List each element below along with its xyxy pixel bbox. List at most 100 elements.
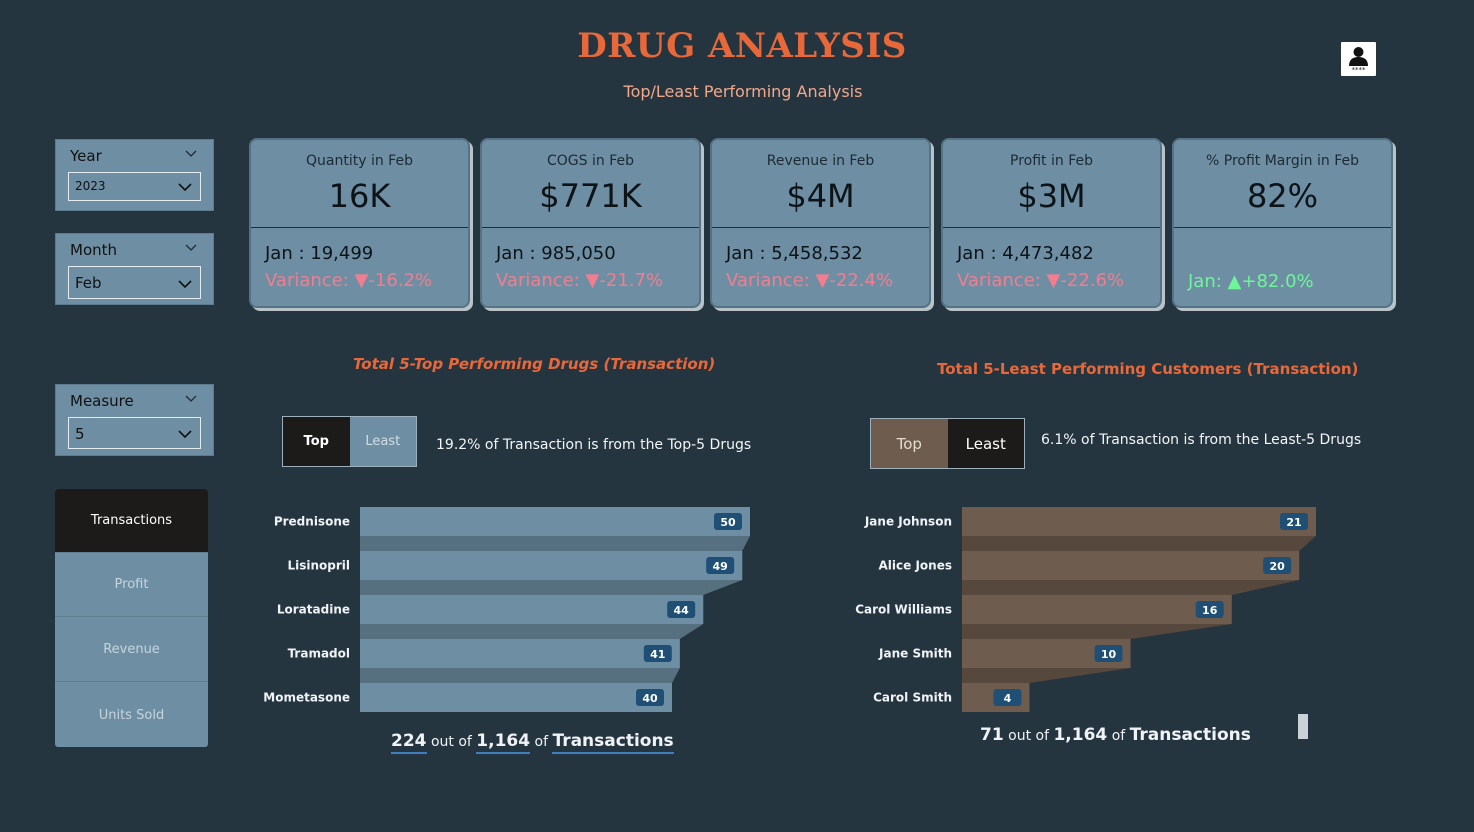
chevron-down-icon[interactable] — [185, 392, 197, 404]
left-total-of: of — [534, 734, 549, 750]
kpi-variance: Variance: ▼-21.7% — [496, 270, 663, 291]
kpi-value: 82% — [1246, 177, 1319, 215]
kpi-title: % Profit Margin in Feb — [1206, 153, 1359, 169]
triangle-down-icon: ▼ — [815, 270, 830, 291]
category-label: Carol Williams — [855, 603, 952, 617]
left-share-note: 19.2% of Transaction is from the Top-5 D… — [436, 437, 752, 453]
measure-dropdown[interactable]: 5 — [68, 417, 201, 449]
chevron-down-icon — [178, 430, 192, 439]
nav-revenue-button[interactable]: Revenue — [55, 618, 208, 682]
data-label: 50 — [720, 516, 736, 529]
data-label-badge — [667, 601, 696, 618]
right-total-grand: 1,164 — [1053, 725, 1108, 745]
kpi-value: $771K — [539, 177, 642, 215]
chevron-down-icon — [178, 280, 192, 289]
kpi-divider — [943, 227, 1160, 228]
data-label-badge — [706, 557, 735, 574]
data-label: 20 — [1269, 560, 1285, 573]
month-slicer[interactable]: Month Feb — [55, 233, 214, 305]
category-label: Lisinopril — [287, 559, 350, 573]
right-top-button[interactable]: Top — [871, 419, 948, 468]
kpi-previous: Jan : 5,458,532 — [726, 243, 863, 264]
left-total-out-of: out of — [430, 734, 472, 750]
category-label: Alice Jones — [879, 559, 952, 573]
kpi-variance-value: -22.6% — [1060, 270, 1125, 291]
measure-navigation: Transactions Profit Revenue Units Sold — [55, 489, 208, 747]
kpi-card: Revenue in Feb $4M Jan : 5,458,532 Variance… — [710, 138, 931, 308]
nav-transactions-button[interactable]: Transactions — [55, 489, 208, 553]
category-label: Carol Smith — [873, 691, 952, 705]
kpi-card: Quantity in Feb 16K Jan : 19,499 Variance: … — [249, 138, 470, 308]
kpi-variance-label: Variance: — [496, 270, 586, 291]
bar[interactable] — [962, 595, 1232, 624]
data-label-badge — [1263, 557, 1292, 574]
right-total-measure: Transactions — [1129, 725, 1251, 745]
bar[interactable] — [360, 639, 680, 668]
data-label-badge — [636, 689, 664, 706]
top-drugs-bar-chart: Prednisone 50 Lisinopril 49 Loratadine 44 Tram… — [263, 507, 750, 712]
chevron-down-icon — [178, 183, 192, 192]
year-value: 2023 — [75, 179, 106, 193]
month-slicer-label: Month — [70, 241, 118, 259]
chevron-down-icon[interactable] — [185, 241, 197, 253]
kpi-variance-value: -22.4% — [829, 270, 894, 291]
left-top-button[interactable]: Top — [283, 417, 350, 466]
year-slicer[interactable]: Year 2023 — [55, 139, 214, 211]
data-label: 21 — [1286, 516, 1301, 529]
right-share-note: 6.1% of Transaction is from the Least-5 … — [1041, 432, 1362, 448]
kpi-variance: Variance: ▼-22.6% — [957, 270, 1124, 291]
triangle-down-icon: ▼ — [1046, 270, 1061, 291]
right-least-button[interactable]: Least — [947, 419, 1024, 468]
right-top-least-toggle: Top Least — [870, 418, 1025, 469]
kpi-divider — [712, 227, 929, 228]
kpi-value: $3M — [1017, 177, 1086, 215]
data-label: 40 — [642, 692, 658, 705]
triangle-down-icon: ▼ — [354, 270, 369, 291]
scrollbar-handle[interactable] — [1298, 714, 1308, 739]
page-title: DRUG ANALYSIS — [577, 26, 907, 66]
bar[interactable] — [360, 683, 672, 712]
data-label: 4 — [1004, 692, 1012, 705]
kpi-card: Profit in Feb $3M Jan : 4,473,482 Variance:… — [941, 138, 1162, 308]
data-label: 10 — [1101, 648, 1117, 661]
measure-slicer[interactable]: Measure 5 — [55, 384, 214, 456]
kpi-title: Profit in Feb — [1010, 153, 1093, 169]
measure-slicer-label: Measure — [70, 392, 134, 410]
kpi-title: COGS in Feb — [547, 153, 634, 169]
user-button[interactable]: **** — [1341, 42, 1376, 76]
page-subtitle: Top/Least Performing Analysis — [623, 82, 863, 101]
nav-units-sold-button[interactable]: Units Sold — [98, 707, 165, 723]
triangle-down-icon: ▼ — [585, 270, 600, 291]
bar[interactable] — [962, 507, 1316, 536]
left-top-least-toggle: Top Least — [282, 416, 417, 467]
kpi-variance-value: -16.2% — [368, 270, 433, 291]
kpi-value: 16K — [328, 177, 391, 215]
kpi-divider — [1174, 227, 1391, 228]
data-label-badge — [643, 645, 672, 662]
left-least-button[interactable]: Least — [349, 417, 416, 466]
least-customers-chart-title: Total 5-Least Performing Customers (Tran… — [937, 360, 1359, 378]
data-label: 16 — [1202, 604, 1218, 617]
kpi-variance-label: Variance: — [957, 270, 1047, 291]
category-label: Loratadine — [277, 603, 350, 617]
kpi-variance-label: Variance: — [726, 270, 816, 291]
bar[interactable] — [360, 595, 704, 624]
kpi-previous: Jan : 985,050 — [496, 243, 616, 264]
chevron-down-icon[interactable] — [185, 147, 197, 159]
kpi-variance: Variance: ▼-22.4% — [726, 270, 893, 291]
top-drugs-chart-title: Total 5-Top Performing Drugs (Transactio… — [353, 355, 716, 373]
month-value: Feb — [75, 274, 102, 292]
bar[interactable] — [360, 507, 750, 536]
category-label: Mometasone — [263, 691, 350, 705]
nav-profit-button[interactable]: Profit — [55, 553, 208, 617]
kpi-variance-value: +82.0% — [1241, 271, 1314, 292]
year-slicer-label: Year — [70, 147, 102, 165]
year-dropdown[interactable]: 2023 — [68, 172, 201, 201]
kpi-variance-label: Variance: — [265, 270, 355, 291]
kpi-value: $4M — [786, 177, 855, 215]
bar[interactable] — [360, 551, 743, 580]
kpi-variance-label: Jan: — [1188, 271, 1228, 292]
month-dropdown[interactable]: Feb — [68, 266, 201, 299]
bar[interactable] — [962, 551, 1300, 580]
category-label: Prednisone — [274, 515, 350, 529]
